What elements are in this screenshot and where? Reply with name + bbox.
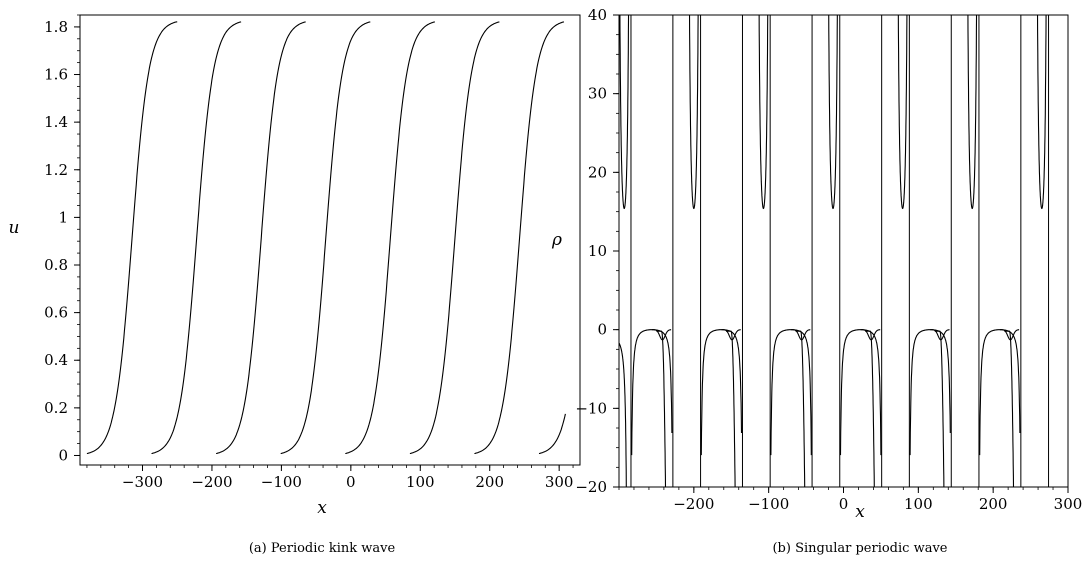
kink-branch-1: [86, 21, 178, 455]
zero-branch: [651, 329, 672, 341]
y-tick-label: −20: [575, 478, 607, 496]
axis-ticks: [74, 14, 574, 471]
y-tick-label: 1.2: [44, 161, 68, 179]
kink-branch-6: [409, 21, 500, 455]
lower-branch: [700, 329, 743, 456]
kink-branch-7: [474, 21, 565, 455]
lower-branch: [770, 329, 812, 456]
crossing-branch: [1004, 330, 1015, 487]
zero-branch: [860, 329, 881, 341]
x-tick-label: 0: [346, 473, 356, 491]
x-tick-label: 200: [979, 495, 1008, 513]
kink-curves: [86, 21, 566, 455]
axis-ticks: [613, 14, 1069, 493]
plot-frame: [618, 14, 1069, 488]
crossing-branch: [726, 330, 736, 487]
x-tick-label: 300: [545, 473, 574, 491]
panel-caption: (a) Periodic kink wave: [249, 541, 396, 556]
zero-branch: [721, 329, 741, 341]
y-tick-label: 0: [597, 321, 607, 339]
upper-branch: [897, 15, 908, 210]
upper-branch: [758, 15, 769, 210]
y-tick-label: 40: [588, 6, 607, 24]
zero-branch: [930, 329, 950, 341]
crossing-branch: [656, 330, 667, 487]
y-axis-label: u: [9, 218, 20, 238]
lower-branch: [631, 329, 673, 456]
zero-branch: [791, 329, 811, 341]
upper-branch: [828, 15, 838, 210]
kink-branch-2: [151, 21, 242, 455]
y-tick-label: 10: [588, 242, 607, 260]
singular-curves: [619, 15, 1050, 487]
upper-branch: [1036, 15, 1047, 210]
upper-branch: [967, 15, 978, 210]
y-axis-label: ρ: [551, 230, 562, 250]
plot-frame: [79, 14, 581, 466]
x-tick-label: −200: [191, 473, 232, 491]
x-tick-label: 300: [1054, 495, 1083, 513]
y-tick-label: 30: [588, 85, 607, 103]
upper-branch: [619, 15, 630, 210]
kink-branch-5: [345, 21, 435, 455]
y-tick-label: 20: [588, 163, 607, 181]
x-tick-label: −300: [122, 473, 163, 491]
y-tick-label: 0: [58, 446, 68, 464]
x-axis-label: x: [317, 498, 327, 518]
panel-caption: (b) Singular periodic wave: [772, 541, 947, 556]
y-tick-label: 0.2: [44, 399, 68, 417]
y-tick-label: 1: [58, 208, 68, 226]
x-tick-label: 0: [839, 495, 849, 513]
zero-branch: [999, 329, 1020, 341]
x-tick-label: 100: [904, 495, 933, 513]
tick-labels: −300 −200 −100 0 100 200 300 0 0.2 0.4 0.6 0.8 1 1.2 1…: [44, 18, 573, 491]
upper-branch: [688, 15, 699, 210]
x-tick-label: −200: [673, 495, 714, 513]
x-tick-label: −100: [261, 473, 302, 491]
kink-branch-4: [280, 21, 371, 455]
y-tick-label: 1.4: [44, 113, 68, 131]
x-tick-label: 200: [475, 473, 504, 491]
crossing-branch: [795, 330, 806, 487]
lower-branch: [979, 329, 1021, 456]
x-tick-label: 100: [406, 473, 435, 491]
y-tick-label: −10: [575, 399, 607, 417]
lower-branch: [839, 329, 882, 456]
x-tick-label: −100: [748, 495, 789, 513]
crossing-branch: [865, 330, 875, 487]
lower-branch: [909, 329, 951, 456]
kink-branch-3: [216, 21, 306, 455]
y-tick-label: 1.6: [44, 66, 68, 84]
y-tick-label: 0.8: [44, 256, 68, 274]
y-tick-label: 0.4: [44, 351, 68, 369]
crossing-branch: [934, 330, 945, 487]
y-tick-label: 0.6: [44, 304, 68, 322]
y-tick-label: 1.8: [44, 18, 68, 36]
lower-branch: [619, 342, 627, 487]
panel-a-kink-wave: −300 −200 −100 0 100 200 300 0 0.2 0.4 0.6 0.8 1 1.2 1…: [9, 14, 581, 556]
x-axis-label: x: [855, 502, 865, 522]
kink-branch-8: [538, 413, 566, 455]
